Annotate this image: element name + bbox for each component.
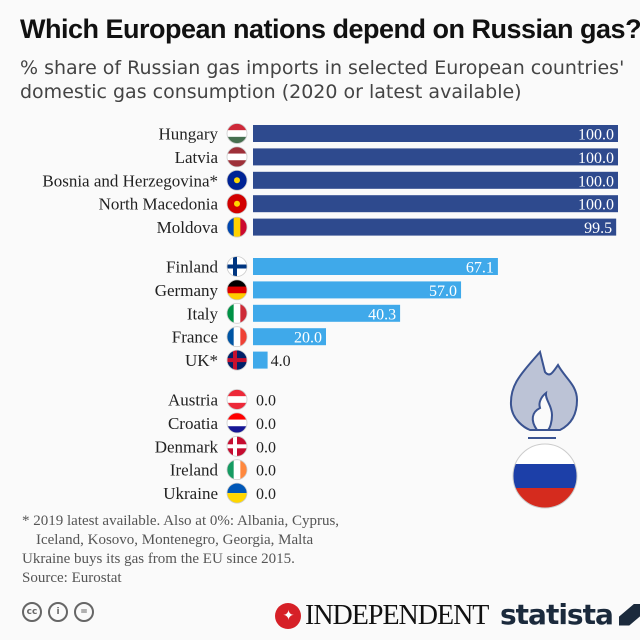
bar bbox=[253, 258, 498, 275]
bar bbox=[253, 148, 618, 166]
category-label: Germany bbox=[155, 281, 219, 300]
bar-row: Italy 40.3 bbox=[187, 302, 401, 324]
category-label: Croatia bbox=[168, 414, 218, 433]
value-label: 0.0 bbox=[256, 439, 276, 456]
macedonia-flag-icon bbox=[227, 193, 247, 214]
value-label: 100.0 bbox=[578, 197, 614, 214]
bar bbox=[253, 171, 618, 189]
category-label: Latvia bbox=[175, 148, 219, 167]
value-label: 0.0 bbox=[256, 463, 276, 480]
category-label: Italy bbox=[187, 304, 219, 323]
bar-row: UK* 4.0 bbox=[185, 349, 291, 371]
category-label: UK* bbox=[185, 351, 218, 370]
value-label: 20.0 bbox=[294, 330, 322, 347]
no-derivatives-icon: = bbox=[74, 602, 94, 622]
statista-wordmark: statista bbox=[500, 598, 614, 631]
footnote-line: Ukraine buys its gas from the EU since 2… bbox=[22, 551, 295, 567]
cc-icon: cc bbox=[22, 602, 42, 622]
bar-row: France 20.0 bbox=[172, 326, 326, 348]
eagle-icon: ✦ bbox=[275, 603, 301, 629]
footnote: * 2019 latest available. Also at 0%: Alb… bbox=[22, 512, 339, 569]
bosnia-flag-icon bbox=[227, 170, 247, 191]
chart-subtitle: % share of Russian gas imports in select… bbox=[20, 57, 625, 103]
category-label: France bbox=[172, 328, 218, 347]
category-label: Finland bbox=[166, 258, 218, 277]
croatia-flag-icon bbox=[227, 412, 247, 433]
value-label: 4.0 bbox=[271, 353, 291, 370]
ukraine-flag-icon bbox=[227, 483, 247, 504]
statista-icon bbox=[618, 603, 640, 626]
france-flag-icon bbox=[227, 326, 247, 347]
bar-row: Ireland 0.0 bbox=[170, 459, 276, 481]
bar-row: Hungary 100.0 bbox=[159, 123, 618, 144]
finland-flag-icon bbox=[227, 256, 247, 277]
category-label: Ireland bbox=[170, 461, 219, 480]
bar bbox=[253, 195, 618, 213]
moldova-flag-icon bbox=[227, 217, 247, 238]
category-label: Denmark bbox=[155, 437, 219, 456]
independent-logo: ✦ INDEPENDENT bbox=[275, 600, 489, 632]
value-label: 40.3 bbox=[368, 306, 396, 323]
source: Source: Eurostat bbox=[22, 570, 122, 586]
denmark-flag-icon bbox=[227, 436, 247, 457]
bar-row: Croatia 0.0 bbox=[168, 412, 276, 434]
bar-row: Germany 57.0 bbox=[155, 279, 462, 301]
value-label: 99.5 bbox=[584, 220, 612, 237]
footnote-line: * 2019 latest available. Also at 0%: Alb… bbox=[22, 513, 340, 529]
value-label: 100.0 bbox=[578, 173, 614, 190]
bar-row: Moldova 99.5 bbox=[157, 216, 617, 238]
uk-flag-icon bbox=[227, 350, 247, 371]
value-label: 100.0 bbox=[578, 127, 614, 144]
value-label: 67.1 bbox=[466, 260, 494, 277]
gas-flame-russia-illustration bbox=[509, 349, 579, 509]
category-label: Moldova bbox=[157, 218, 219, 237]
bar-row: Latvia 100.0 bbox=[175, 146, 618, 168]
statista-logo: statista bbox=[500, 598, 640, 631]
bar bbox=[253, 218, 617, 236]
category-label: Hungary bbox=[159, 125, 219, 144]
footnote-line: Iceland, Kosovo, Montenegro, Georgia, Ma… bbox=[36, 532, 314, 548]
bar bbox=[253, 125, 618, 142]
bar bbox=[253, 328, 326, 346]
italy-flag-icon bbox=[227, 303, 247, 324]
latvia-flag-icon bbox=[227, 146, 247, 167]
inner-flame-icon bbox=[531, 390, 554, 431]
flame-icon bbox=[509, 349, 579, 431]
value-label: 0.0 bbox=[256, 393, 276, 410]
value-label: 0.0 bbox=[256, 416, 276, 433]
bar-row: Ukraine 0.0 bbox=[163, 482, 276, 504]
bar bbox=[253, 304, 401, 322]
bar-row: Denmark 0.0 bbox=[155, 435, 276, 457]
bar-row: North Macedonia 100.0 bbox=[99, 193, 618, 215]
bar-row: Bosnia and Herzegovina* 100.0 bbox=[42, 169, 618, 191]
attribution-icon: i bbox=[48, 602, 68, 622]
bar bbox=[253, 351, 268, 369]
independent-wordmark: INDEPENDENT bbox=[305, 600, 489, 631]
category-label: Ukraine bbox=[163, 484, 218, 503]
ireland-flag-icon bbox=[227, 459, 247, 480]
license-icons[interactable]: cc i = bbox=[22, 602, 94, 622]
category-label: Austria bbox=[168, 391, 219, 410]
hungary-flag-icon bbox=[227, 123, 247, 144]
russia-flag-icon bbox=[513, 444, 577, 508]
category-label: Bosnia and Herzegovina* bbox=[42, 171, 218, 190]
value-label: 57.0 bbox=[429, 283, 457, 300]
bar-row: Austria 0.0 bbox=[168, 389, 276, 410]
austria-flag-icon bbox=[227, 389, 247, 410]
category-label: North Macedonia bbox=[99, 195, 219, 214]
germany-flag-icon bbox=[227, 279, 247, 300]
value-label: 100.0 bbox=[578, 150, 614, 167]
chart-title: Which European nations depend on Russian… bbox=[20, 14, 640, 44]
bar-row: Finland 67.1 bbox=[166, 256, 498, 277]
bar bbox=[253, 281, 462, 299]
value-label: 0.0 bbox=[256, 486, 276, 503]
